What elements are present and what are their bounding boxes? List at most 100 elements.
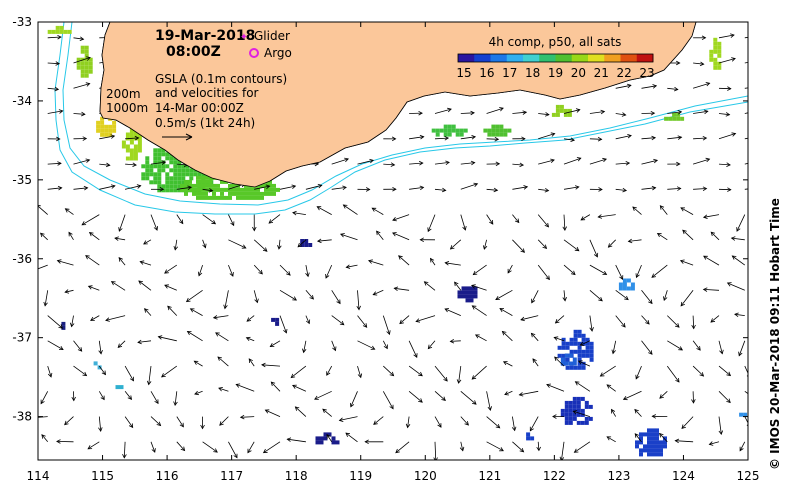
- velocity-arrow: [518, 390, 539, 397]
- gsla-line-2: and velocities for: [155, 86, 259, 100]
- sst-pixel: [59, 29, 64, 34]
- velocity-arrow: [151, 187, 165, 192]
- sst-pixel: [232, 191, 236, 196]
- velocity-arrow: [173, 391, 178, 407]
- velocity-arrow: [615, 315, 626, 328]
- velocity-arrow: [138, 280, 152, 291]
- sst-pixel: [112, 124, 117, 129]
- sst-pixel: [181, 164, 186, 169]
- velocity-arrow: [744, 112, 748, 114]
- sst-patch: [93, 361, 102, 370]
- sst-pixel: [655, 448, 659, 453]
- sst-pixel: [133, 156, 138, 161]
- velocity-arrow: [254, 184, 271, 190]
- sst-pixel: [177, 180, 182, 185]
- velocity-arrow: [434, 391, 446, 401]
- sst-pixel: [585, 353, 590, 358]
- velocity-arrow: [486, 107, 504, 114]
- velocity-arrow: [554, 356, 565, 367]
- sst-pixel: [572, 416, 577, 421]
- velocity-arrow: [69, 315, 75, 328]
- velocity-arrow: [734, 312, 745, 318]
- velocity-arrow: [68, 231, 74, 241]
- velocity-arrow: [692, 340, 701, 351]
- sst-pixel: [564, 361, 569, 366]
- gsla-line-4: 0.5m/s (1kt 24h): [155, 116, 255, 130]
- sst-pixel: [129, 152, 134, 157]
- velocity-arrow: [563, 239, 580, 252]
- sst-pixel: [189, 176, 194, 181]
- sst-pixel: [559, 104, 564, 109]
- sst-pixel: [196, 191, 200, 196]
- sst-patch: [300, 239, 313, 247]
- sst-pixel: [563, 108, 568, 113]
- sst-pixel: [473, 286, 478, 291]
- sst-pixel: [580, 408, 585, 413]
- sst-pixel: [643, 448, 647, 453]
- velocity-arrow: [47, 34, 62, 40]
- velocity-arrow: [73, 36, 85, 41]
- velocity-arrow: [635, 264, 642, 279]
- sst-pixel: [157, 168, 162, 173]
- velocity-arrow: [536, 441, 541, 452]
- velocity-arrow: [563, 264, 576, 276]
- sst-pixel: [220, 187, 224, 192]
- sst-pixel: [180, 187, 184, 192]
- sst-pixel: [193, 172, 198, 177]
- sst-pixel: [580, 412, 585, 417]
- colorbar-cell: [458, 54, 475, 62]
- sst-pixel: [589, 349, 594, 354]
- colorbar-cell: [539, 54, 556, 62]
- velocity-arrow: [99, 134, 116, 140]
- sst-pixel: [84, 45, 89, 50]
- sst-pixel: [133, 148, 138, 153]
- velocity-arrow: [563, 137, 576, 142]
- sst-pixel: [564, 400, 569, 405]
- sst-pixel: [165, 156, 170, 161]
- velocity-arrow: [434, 365, 448, 382]
- velocity-arrow: [409, 160, 424, 166]
- sst-pixel: [208, 195, 212, 200]
- sst-pixel: [564, 353, 569, 358]
- velocity-arrow: [408, 340, 418, 358]
- velocity-arrow: [202, 239, 207, 249]
- velocity-arrow: [193, 360, 203, 367]
- velocity-arrow: [41, 434, 49, 443]
- velocity-arrow: [223, 290, 229, 310]
- velocity-arrow: [176, 416, 184, 428]
- sst-pixel: [668, 116, 673, 121]
- velocity-arrow: [270, 381, 281, 392]
- colorbar-cell: [555, 54, 573, 62]
- velocity-arrow: [218, 387, 229, 392]
- sst-pixel: [220, 179, 224, 184]
- sst-pixel: [713, 61, 718, 66]
- velocity-arrow: [253, 264, 263, 275]
- velocity-arrow: [290, 365, 307, 379]
- sst-pixel: [165, 152, 170, 157]
- sst-pixel: [169, 176, 174, 181]
- velocity-arrow: [382, 315, 391, 336]
- colorbar-tick-labels: 15 16 17 18 19 20 21 22 23: [456, 66, 654, 80]
- sst-pixel: [447, 128, 452, 133]
- sst-pixel: [499, 124, 504, 129]
- sst-pixel: [676, 116, 681, 121]
- velocity-arrow: [512, 162, 525, 168]
- sst-pixel: [145, 160, 150, 165]
- sst-pixel: [300, 239, 305, 243]
- velocity-arrow: [137, 339, 152, 345]
- sst-pixel: [137, 136, 142, 141]
- velocity-arrow: [693, 109, 709, 115]
- sst-pixel: [97, 365, 102, 370]
- velocity-arrow: [738, 340, 746, 357]
- velocity-arrow: [345, 432, 358, 443]
- velocity-arrow: [744, 87, 748, 89]
- sst-pixel: [487, 128, 492, 133]
- sst-pixel: [80, 61, 85, 66]
- velocity-arrow: [408, 390, 423, 403]
- velocity-arrow: [573, 441, 591, 453]
- velocity-arrow: [314, 390, 332, 400]
- velocity-arrow: [460, 182, 479, 190]
- sst-pixel: [588, 416, 593, 421]
- velocity-arrow: [667, 186, 682, 191]
- sst-pixel: [561, 341, 566, 346]
